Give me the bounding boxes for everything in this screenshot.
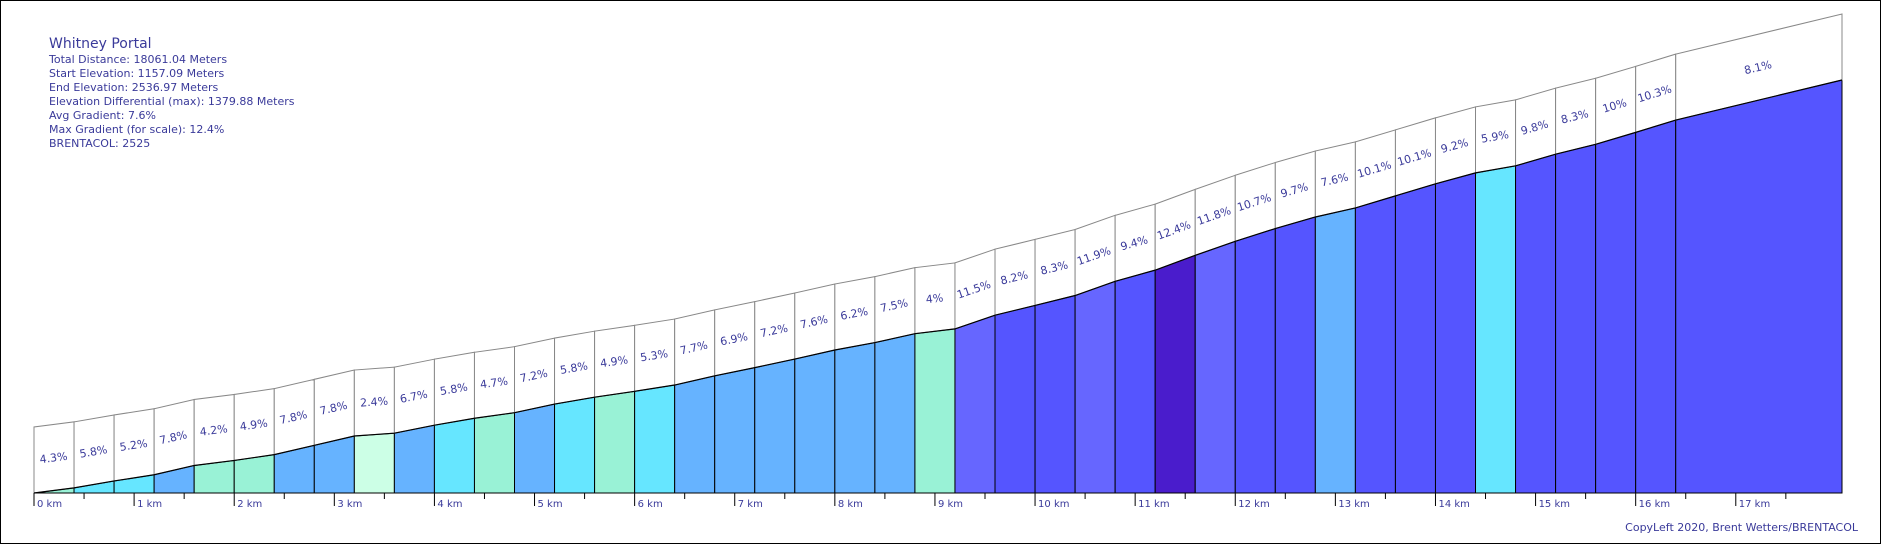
gradient-label: 7.7% [679,339,709,358]
gradient-segment [874,333,916,494]
km-tick-label: 7 km [738,499,763,510]
gradient-segment [994,304,1036,494]
gradient-segment [353,432,395,494]
gradient-segment [1234,227,1276,494]
gradient-segment [1274,216,1316,494]
gradient-label: 5.8% [439,380,469,398]
max-gradient: Max Gradient (for scale): 12.4% [49,123,225,136]
gradient-segment [954,314,996,494]
gradient-segment [714,367,756,494]
gradient-label: 7.6% [1320,171,1350,190]
profile-line [33,79,1843,494]
km-tick-label: 9 km [938,499,963,510]
start-elevation: Start Elevation: 1157.09 Meters [49,67,225,80]
km-tick-label: 15 km [1539,499,1570,510]
gradient-label: 7.8% [158,428,188,447]
km-tick-label: 5 km [538,499,563,510]
km-tick-label: 6 km [638,499,663,510]
copyleft-credit: CopyLeft 2020, Brent Wetters/BRENTACOL [1625,521,1858,534]
km-tick-label: 17 km [1739,499,1770,510]
km-tick-label: 13 km [1338,499,1369,510]
gradient-label: 7.8% [318,399,348,418]
gradient-label: 6.2% [839,305,869,323]
gradient-label: 7.2% [519,367,549,386]
gradient-segment [1555,143,1597,494]
gradient-label: 4.9% [239,417,269,434]
km-tick-label: 3 km [337,499,362,510]
gradient-segment [433,417,475,494]
gradient-segment [1394,183,1436,494]
gradient-label: 5.8% [559,359,589,377]
gradient-label: 7.8% [278,408,308,427]
chart-title: Whitney Portal [49,36,152,52]
gradient-label: 7.2% [759,322,789,341]
km-tick-label: 4 km [437,499,462,510]
gradient-label: 4% [925,291,944,306]
gradient-label: 4.9% [599,353,629,370]
km-tick-label: 1 km [137,499,162,510]
gradient-label: 5.2% [119,437,149,454]
gradient-label: 8.3% [1560,107,1590,126]
km-tick-label: 2 km [237,499,262,510]
gradient-label: 4.7% [479,375,508,392]
gradient-segment [914,328,956,494]
gradient-label: 6.9% [719,330,749,348]
km-tick-label: 8 km [838,499,863,510]
gradient-label: 7.5% [879,296,909,315]
gradient-segment [1114,269,1156,494]
km-tick-label: 0 km [37,499,62,510]
gradient-segment [1595,131,1637,494]
gradient-label: 5.3% [639,347,669,364]
km-tick-label: 12 km [1238,499,1269,510]
km-tick-label: 11 km [1138,499,1169,510]
gradient-segment [313,435,355,494]
gradient-segment [1074,280,1116,494]
gradient-segment [1515,153,1557,494]
total-distance: Total Distance: 18061.04 Meters [49,53,228,66]
end-elevation: End Elevation: 2536.97 Meters [49,81,219,94]
gradient-segment [754,358,796,494]
gradient-segment [554,396,596,494]
gradient-label: 4.2% [199,422,228,438]
elevation-differential: Elevation Differential (max): 1379.88 Me… [49,95,295,108]
gradient-label: 2.4% [360,395,389,410]
gradient-segment [1314,207,1356,494]
km-tick-label: 16 km [1639,499,1670,510]
gradient-label: 5.9% [1480,128,1510,146]
brentacol-score: BRENTACOL: 2525 [49,137,151,150]
gradient-segment [233,454,275,494]
gradient-segment [1475,165,1517,494]
gradient-segment [473,412,516,494]
gradient-segment [1675,79,1843,494]
info-panel: Whitney Portal Total Distance: 18061.04 … [49,36,294,151]
gradient-label: 6.7% [399,388,429,406]
gradient-segment [1635,119,1677,494]
gradient-segment [514,403,556,494]
gradient-label: 4.3% [39,450,68,466]
gradient-segment [1194,240,1236,494]
gradient-label: 8.2% [999,268,1029,287]
gradient-segment [1154,254,1196,494]
km-tick-label: 14 km [1438,499,1469,510]
gradient-segment [594,390,636,494]
gradient-segment [1434,172,1477,494]
gradient-label: 7.6% [799,313,829,332]
gradient-segment [674,375,716,494]
gradient-label: 8.1% [1743,58,1773,77]
avg-gradient: Avg Gradient: 7.6% [49,109,156,122]
gradient-segment [634,384,676,494]
gradient-label: 5.8% [79,443,109,461]
gradient-segment [794,349,836,494]
km-tick-label: 10 km [1038,499,1069,510]
gradient-segment [834,341,876,494]
gradient-segment [1354,195,1396,494]
gradient-segment [393,424,435,494]
gradient-segment [1034,294,1076,494]
gradient-segment [193,459,235,494]
